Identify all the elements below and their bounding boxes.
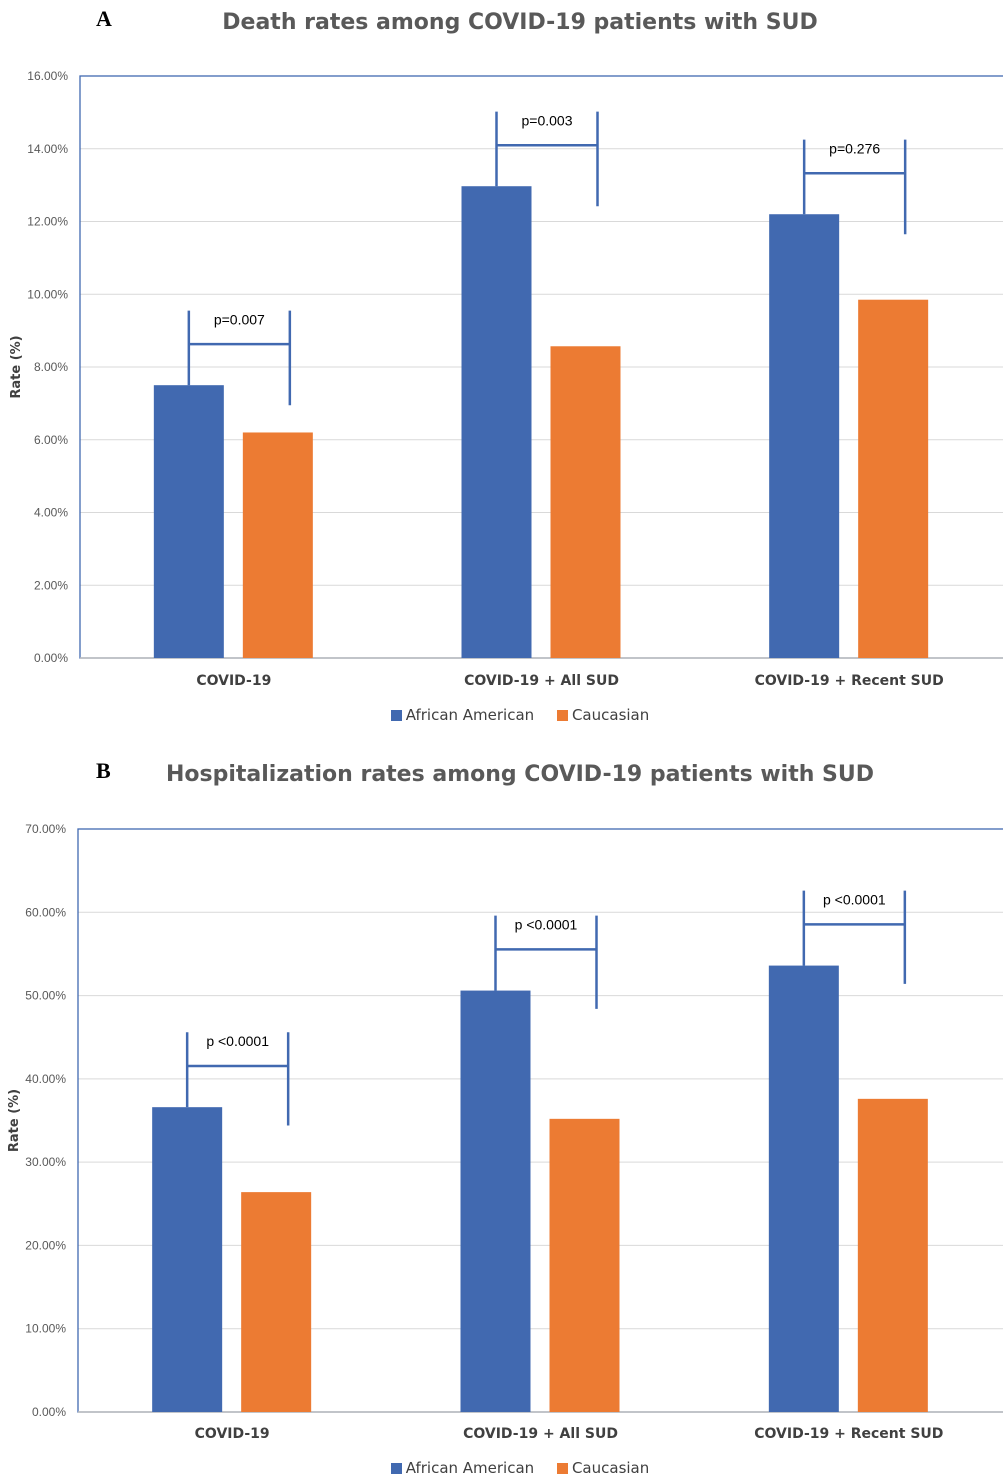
p-value-label: p <0.0001 <box>515 917 578 933</box>
x-category-label: COVID-19 + Recent SUD <box>755 673 944 689</box>
y-tick-label: 20.00% <box>25 1238 66 1252</box>
bar-caucasian <box>857 1098 928 1412</box>
legend-label: African American <box>405 1459 535 1477</box>
y-tick-label: 60.00% <box>25 905 66 919</box>
bar-african-american <box>768 965 839 1412</box>
legend-item-african-american: African American <box>390 706 535 724</box>
y-tick-label: 2.00% <box>34 578 68 592</box>
legend-item-caucasian: Caucasian <box>556 1459 650 1477</box>
legend-label: Caucasian <box>571 1459 650 1477</box>
y-tick-label: 70.00% <box>25 822 66 836</box>
panel-letter: B <box>96 758 111 783</box>
y-tick-label: 0.00% <box>34 651 68 665</box>
y-tick-label: 8.00% <box>34 360 68 374</box>
legend-item-african-american: African American <box>390 1459 535 1477</box>
panel-letter: A <box>96 6 112 31</box>
y-tick-label: 12.00% <box>27 215 68 229</box>
y-tick-label: 40.00% <box>25 1072 66 1086</box>
bar-caucasian <box>242 432 313 658</box>
legend: African American Caucasian <box>0 1459 1003 1477</box>
bar-caucasian <box>550 346 621 658</box>
legend-item-caucasian: Caucasian <box>556 706 650 724</box>
p-value-label: p=0.003 <box>522 113 573 129</box>
x-category-label: COVID-19 <box>196 673 271 689</box>
bar-african-american <box>153 385 224 658</box>
y-tick-label: 30.00% <box>25 1155 66 1169</box>
y-tick-label: 4.00% <box>34 506 68 520</box>
y-tick-label: 14.00% <box>27 142 68 156</box>
chart-title: Hospitalization rates among COVID-19 pat… <box>165 762 875 787</box>
bar-caucasian <box>549 1118 620 1412</box>
bar-caucasian <box>241 1192 312 1412</box>
y-tick-label: 16.00% <box>27 69 68 83</box>
x-category-label: COVID-19 + All SUD <box>464 673 619 689</box>
legend-swatch <box>556 710 568 721</box>
bar-chart-hospitalization-rates: 0.00% 10.00% 20.00% 30.00% 40.00% 50.00% 60.00… <box>7 822 1003 1442</box>
legend-label: African American <box>405 706 535 724</box>
y-axis-label: Rate (%) <box>7 1089 22 1152</box>
bar-african-american <box>152 1107 223 1412</box>
legend-swatch <box>556 1463 568 1474</box>
y-axis-label: Rate (%) <box>9 335 24 398</box>
y-tick-label: 50.00% <box>25 989 66 1003</box>
x-category-label: COVID-19 <box>195 1426 270 1442</box>
bar-chart-death-rates: 0.00% 2.00% 4.00% 6.00% 8.00% 10.00% 12.00% 14.… <box>9 69 1003 689</box>
y-tick-label: 10.00% <box>27 287 68 301</box>
p-value-label: p <0.0001 <box>206 1033 269 1049</box>
legend: African American Caucasian <box>0 706 1003 724</box>
bar-caucasian <box>858 299 929 658</box>
x-category-label: COVID-19 + Recent SUD <box>754 1426 943 1442</box>
y-tick-label: 10.00% <box>25 1322 66 1336</box>
x-category-label: COVID-19 + All SUD <box>463 1426 618 1442</box>
chart-title: Death rates among COVID-19 patients with… <box>222 10 818 35</box>
y-tick-label: 6.00% <box>34 433 68 447</box>
bar-african-american <box>460 990 531 1412</box>
panel-b: B Hospitalization rates among COVID-19 p… <box>0 752 1003 1480</box>
legend-swatch <box>390 1463 402 1474</box>
p-value-label: p=0.007 <box>214 312 265 328</box>
legend-swatch <box>390 710 402 721</box>
bar-african-american <box>769 214 840 658</box>
panel-a: A Death rates among COVID-19 patients wi… <box>0 6 1003 724</box>
y-tick-label: 0.00% <box>32 1405 66 1419</box>
legend-label: Caucasian <box>571 706 650 724</box>
p-value-label: p <0.0001 <box>823 892 886 908</box>
bar-african-american <box>461 186 532 658</box>
p-value-label: p=0.276 <box>829 141 880 157</box>
